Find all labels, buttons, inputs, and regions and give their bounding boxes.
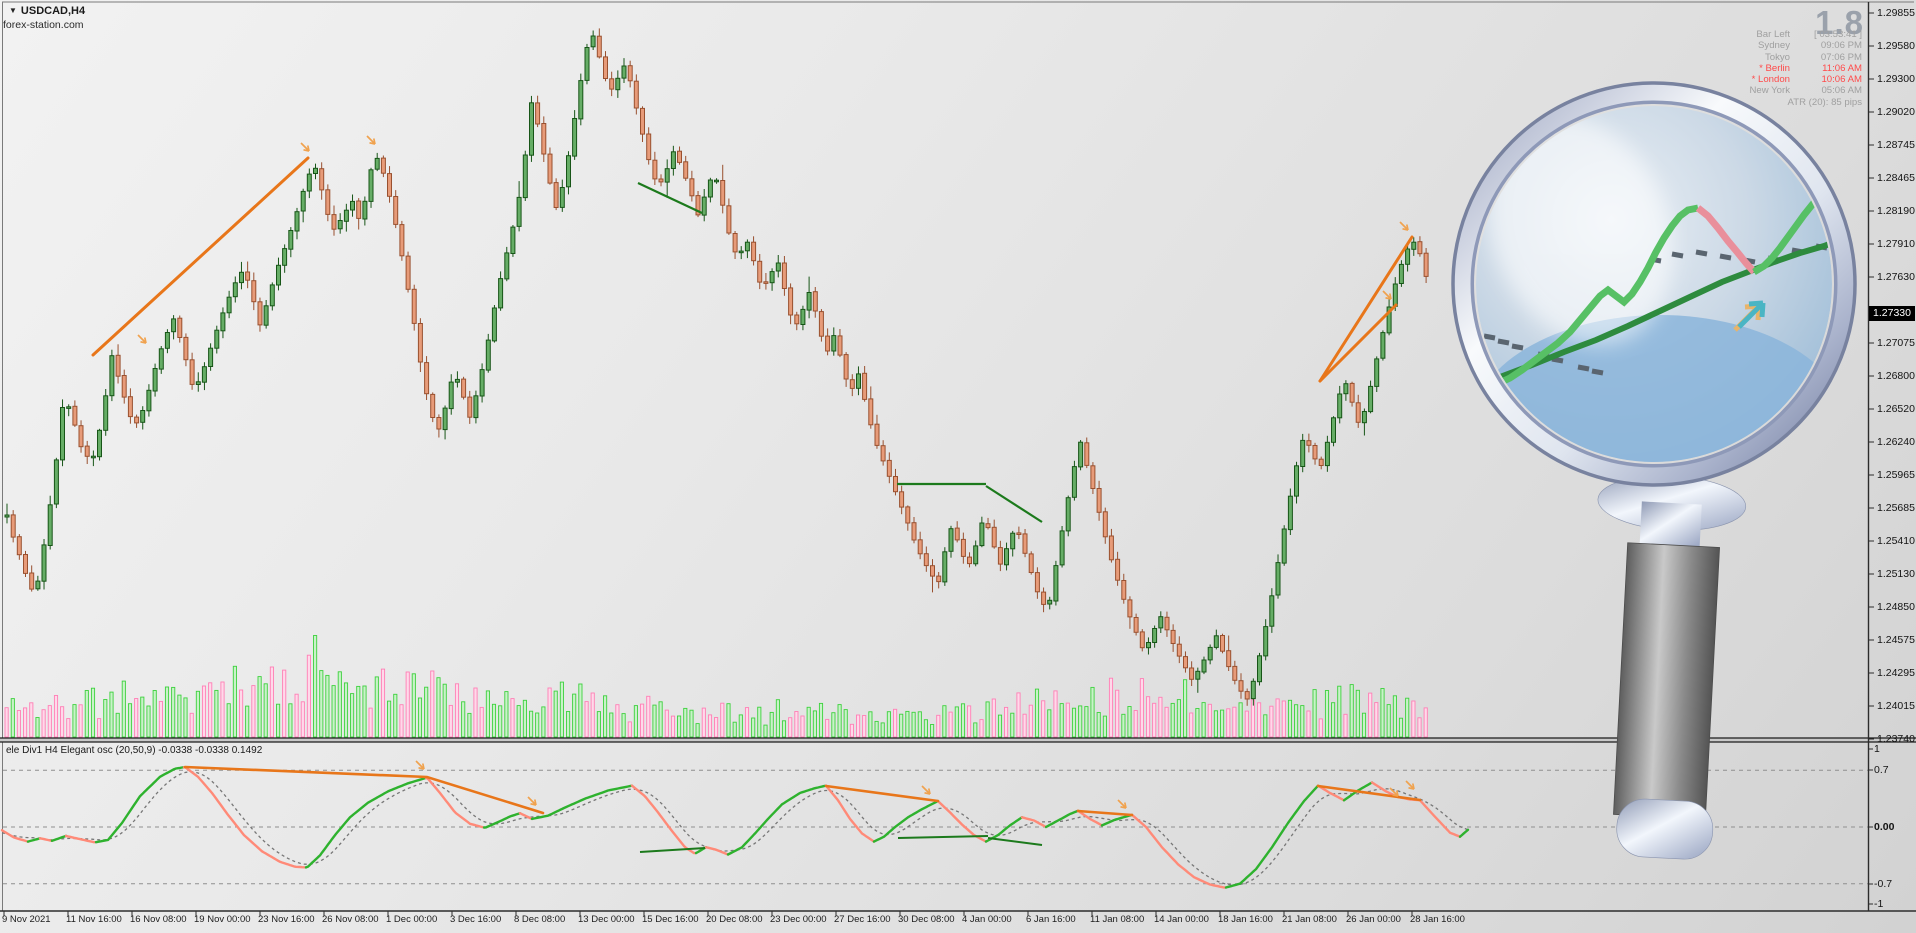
indicator-scale-label: 0.00 [1874, 821, 1895, 833]
price-scale-label: 1.24575 [1877, 634, 1915, 646]
time-axis-label: 11 Nov 16:00 [66, 914, 122, 925]
price-scale-label: 1.29580 [1877, 40, 1915, 52]
session-clock-panel: Bar Left[ 03:53:41 ] Sydney 09:06 PM Tokyo 0… [1720, 29, 1862, 97]
time-axis-label: 26 Jan 00:00 [1346, 914, 1401, 925]
price-scale-label: 1.26520 [1877, 403, 1915, 415]
price-scale-label: 1.27075 [1877, 337, 1915, 349]
time-axis-label: 14 Jan 00:00 [1154, 914, 1209, 925]
time-axis-label: 6 Jan 16:00 [1026, 914, 1076, 925]
symbol-text: USDCAD,H4 [20, 5, 86, 17]
price-scale-label: 1.25130 [1877, 568, 1915, 580]
price-scale-label: 1.29300 [1877, 73, 1915, 85]
current-price-box: 1.27330 [1869, 306, 1915, 321]
price-scale-label: 1.24015 [1877, 700, 1915, 712]
price-scale-label: 1.25410 [1877, 535, 1915, 547]
time-axis-label: 27 Dec 16:00 [834, 914, 891, 925]
session-row: New York 05:06 AM [1749, 85, 1862, 97]
chevron-down-icon[interactable]: ▼ [9, 6, 17, 15]
price-scale-label: 1.27910 [1877, 238, 1915, 250]
time-axis-label: 18 Jan 16:00 [1218, 914, 1273, 925]
session-row: Sydney 09:06 PM [1758, 40, 1862, 52]
time-axis-label: 23 Dec 00:00 [770, 914, 827, 925]
price-scale-label: 1.27630 [1877, 271, 1915, 283]
time-axis-label: 21 Jan 08:00 [1282, 914, 1337, 925]
time-axis-label: 4 Jan 00:00 [962, 914, 1012, 925]
price-scale-label: 1.29020 [1877, 106, 1915, 118]
time-axis-label: 19 Nov 00:00 [194, 914, 251, 925]
price-scale-label: 1.25685 [1877, 502, 1915, 514]
indicator-label: ele Div1 H4 Elegant osc (20,50,9) -0.033… [6, 745, 263, 756]
time-axis-label: 9 Nov 2021 [2, 914, 51, 925]
price-scale-label: 1.28190 [1877, 205, 1915, 217]
atr-label: ATR (20): 85 pips [1787, 97, 1862, 108]
time-axis-label: 30 Dec 08:00 [898, 914, 955, 925]
time-axis-label: 8 Dec 08:00 [514, 914, 566, 925]
magnifier-handle [1597, 475, 1747, 860]
time-axis-label: 28 Jan 16:00 [1410, 914, 1465, 925]
price-scale-label: 1.29855 [1877, 7, 1915, 19]
price-scale-label: 1.23740 [1877, 733, 1915, 745]
divergence-overlays [91, 135, 1414, 523]
time-axis-label: 15 Dec 16:00 [642, 914, 699, 925]
version-watermark: 1.8 [1815, 4, 1864, 41]
time-axis-label: 1 Dec 00:00 [386, 914, 438, 925]
price-scale-label: 1.24295 [1877, 667, 1915, 679]
session-row: Tokyo 07:06 PM [1764, 51, 1862, 63]
elegant-oscillator [0, 760, 1470, 889]
session-row: * London 10:06 AM [1751, 74, 1862, 86]
volume-histogram [4, 635, 1428, 738]
time-axis-label: 16 Nov 08:00 [130, 914, 187, 925]
indicator-scale-label: -1 [1874, 898, 1884, 910]
time-axis-label: 13 Dec 00:00 [578, 914, 635, 925]
indicator-scale-label: -0.7 [1874, 878, 1893, 890]
magnifier-illustration [1451, 81, 1857, 860]
time-axis-label: 3 Dec 16:00 [450, 914, 502, 925]
session-row: * Berlin 11:06 AM [1759, 62, 1862, 74]
time-axis-label: 23 Nov 16:00 [258, 914, 315, 925]
price-scale-label: 1.26800 [1877, 370, 1915, 382]
indicator-scale-label: 1 [1874, 743, 1880, 755]
magnified-up-arrow [1733, 300, 1766, 332]
symbol-label: ▼ USDCAD,H4 [9, 5, 85, 17]
price-scale-label: 1.28465 [1877, 172, 1915, 184]
candlesticks [4, 28, 1429, 706]
price-scale-label: 1.24850 [1877, 601, 1915, 613]
price-scale-label: 1.28745 [1877, 139, 1915, 151]
session-row: Bar Left[ 03:53:41 ] [1756, 29, 1862, 40]
magnifier-glass [1476, 106, 1832, 462]
forex-station-watermark: forex-station.com [3, 19, 84, 31]
time-axis-label: 11 Jan 08:00 [1090, 914, 1145, 925]
time-axis-label: 26 Nov 08:00 [322, 914, 379, 925]
time-axis-label: 20 Dec 08:00 [706, 914, 763, 925]
indicator-scale-label: 0.7 [1874, 764, 1889, 776]
price-scale-label: 1.25965 [1877, 469, 1915, 481]
price-scale-label: 1.26240 [1877, 436, 1915, 448]
